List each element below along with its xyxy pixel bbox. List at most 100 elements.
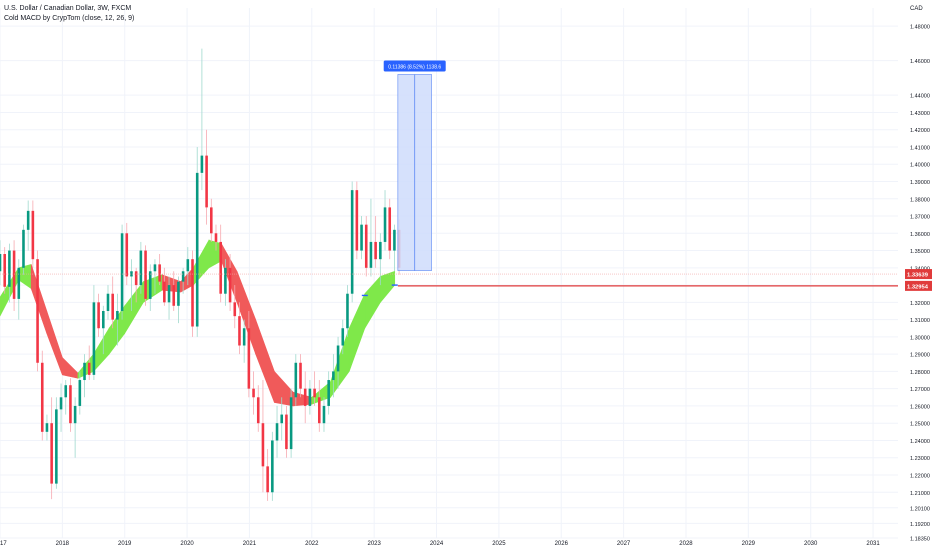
candle-body <box>0 254 2 272</box>
candle-body <box>116 310 119 320</box>
candle-body <box>3 254 6 287</box>
candle-body <box>313 388 316 398</box>
candle-body <box>120 233 124 311</box>
candle-body <box>271 440 274 493</box>
x-tick-label: 2018 <box>56 541 70 547</box>
y-tick-label: 1.39000 <box>910 180 930 186</box>
candle-body <box>191 259 194 327</box>
y-tick-label: 1.30000 <box>910 335 930 341</box>
x-tick-label: 2021 <box>243 541 257 547</box>
candle-body <box>308 388 312 406</box>
candle-body <box>355 190 359 251</box>
y-tick-label: 1.37000 <box>910 215 930 221</box>
candle-body <box>134 271 138 286</box>
x-tick-label: 2025 <box>492 541 506 547</box>
candle-body <box>8 250 11 287</box>
y-tick-label: 1.38000 <box>910 197 930 203</box>
x-tick-label: 2031 <box>866 541 880 547</box>
candle-body <box>224 267 227 294</box>
y-tick-label: 1.26000 <box>910 404 930 410</box>
candle-body <box>275 423 279 441</box>
candle-body <box>158 264 161 282</box>
band-segment <box>30 264 48 334</box>
candle-body <box>261 423 265 467</box>
candle-body <box>45 423 49 432</box>
candle-body <box>130 271 133 277</box>
y-tick-label: 1.42000 <box>910 128 930 134</box>
candle-body <box>78 380 82 406</box>
candle-body <box>12 250 16 299</box>
candle-body <box>64 385 68 398</box>
y-tick-label: 1.19200 <box>910 522 930 528</box>
y-tick-label: 1.48000 <box>910 25 930 31</box>
band-segment <box>46 310 63 375</box>
candle-body <box>97 302 100 329</box>
candle-body <box>350 190 354 294</box>
x-tick-label: 2026 <box>555 541 569 547</box>
price-lines <box>0 273 898 297</box>
candle-body <box>341 328 345 346</box>
candle-body <box>393 229 396 251</box>
candle-body <box>242 328 246 346</box>
candle-body <box>252 388 255 398</box>
symbol-title[interactable]: U.S. Dollar / Canadian Dollar, 3W, FXCM <box>4 5 132 12</box>
candle-body <box>247 328 251 389</box>
indicator-title[interactable]: Cold MACD by CrypTom (close, 12, 26, 9) <box>4 15 135 22</box>
candle-body <box>369 241 373 268</box>
candle-body <box>153 264 157 272</box>
candle-body <box>233 302 237 317</box>
candle-body <box>125 233 129 277</box>
measure-label: 0.11386 (8.52%) 1138.6 <box>388 64 441 70</box>
candle-body <box>172 285 176 306</box>
candle-body <box>219 241 222 294</box>
candle-body <box>106 293 110 311</box>
y-tick-label: 1.25000 <box>910 422 930 428</box>
candle-body <box>266 466 269 493</box>
macd-band <box>0 239 396 407</box>
current-price-tag-bg <box>905 269 932 280</box>
band-segment <box>380 270 396 304</box>
band-segment <box>193 239 210 286</box>
candles <box>0 48 401 501</box>
time-axis[interactable]: 2017 2018 2019 2020 2021 2022 2023 2024 2025 2026… <box>0 541 880 547</box>
candle-body <box>364 224 368 268</box>
candle-body <box>280 414 284 424</box>
band-segment <box>364 275 381 330</box>
y-tick-label: 1.31000 <box>910 318 930 324</box>
candle-body <box>148 271 152 299</box>
band-segment <box>93 327 110 373</box>
x-tick-label: 2027 <box>617 541 631 547</box>
candle-body <box>59 397 63 410</box>
candle-body <box>55 409 58 484</box>
candle-body <box>177 281 180 306</box>
grid <box>0 8 898 539</box>
y-tick-label: 1.24000 <box>910 439 930 445</box>
candle-body <box>360 224 363 251</box>
candle-body <box>50 423 53 484</box>
candle-body <box>69 385 72 424</box>
candle-body <box>144 250 147 299</box>
y-tick-label: 1.27000 <box>910 387 930 393</box>
price-axis[interactable]: 1.18350 1.19200 1.20100 1.21000 1.22000 1.230… <box>905 6 932 543</box>
candle-body <box>210 207 213 234</box>
y-tick-label: 1.35000 <box>910 249 930 255</box>
candle-body <box>195 172 199 327</box>
y-tick-label: 1.22000 <box>910 473 930 479</box>
x-tick-label: 2024 <box>430 541 444 547</box>
candle-body <box>303 388 307 406</box>
candle-body <box>92 302 96 375</box>
candle-body <box>167 285 171 303</box>
candle-body <box>186 259 190 272</box>
candle-body <box>26 210 30 230</box>
support-price-tag: 1.32954 <box>907 284 929 290</box>
chart-legend: U.S. Dollar / Canadian Dollar, 3W, FXCM … <box>4 4 134 24</box>
candle-body <box>111 293 114 320</box>
candle-body <box>200 155 204 173</box>
candle-body <box>383 207 387 242</box>
candle-body <box>388 207 392 251</box>
candle-body <box>294 362 298 398</box>
measure-tool[interactable]: 0.11386 (8.52%) 1138.6 <box>383 60 446 271</box>
currency-label: CAD <box>910 6 923 12</box>
